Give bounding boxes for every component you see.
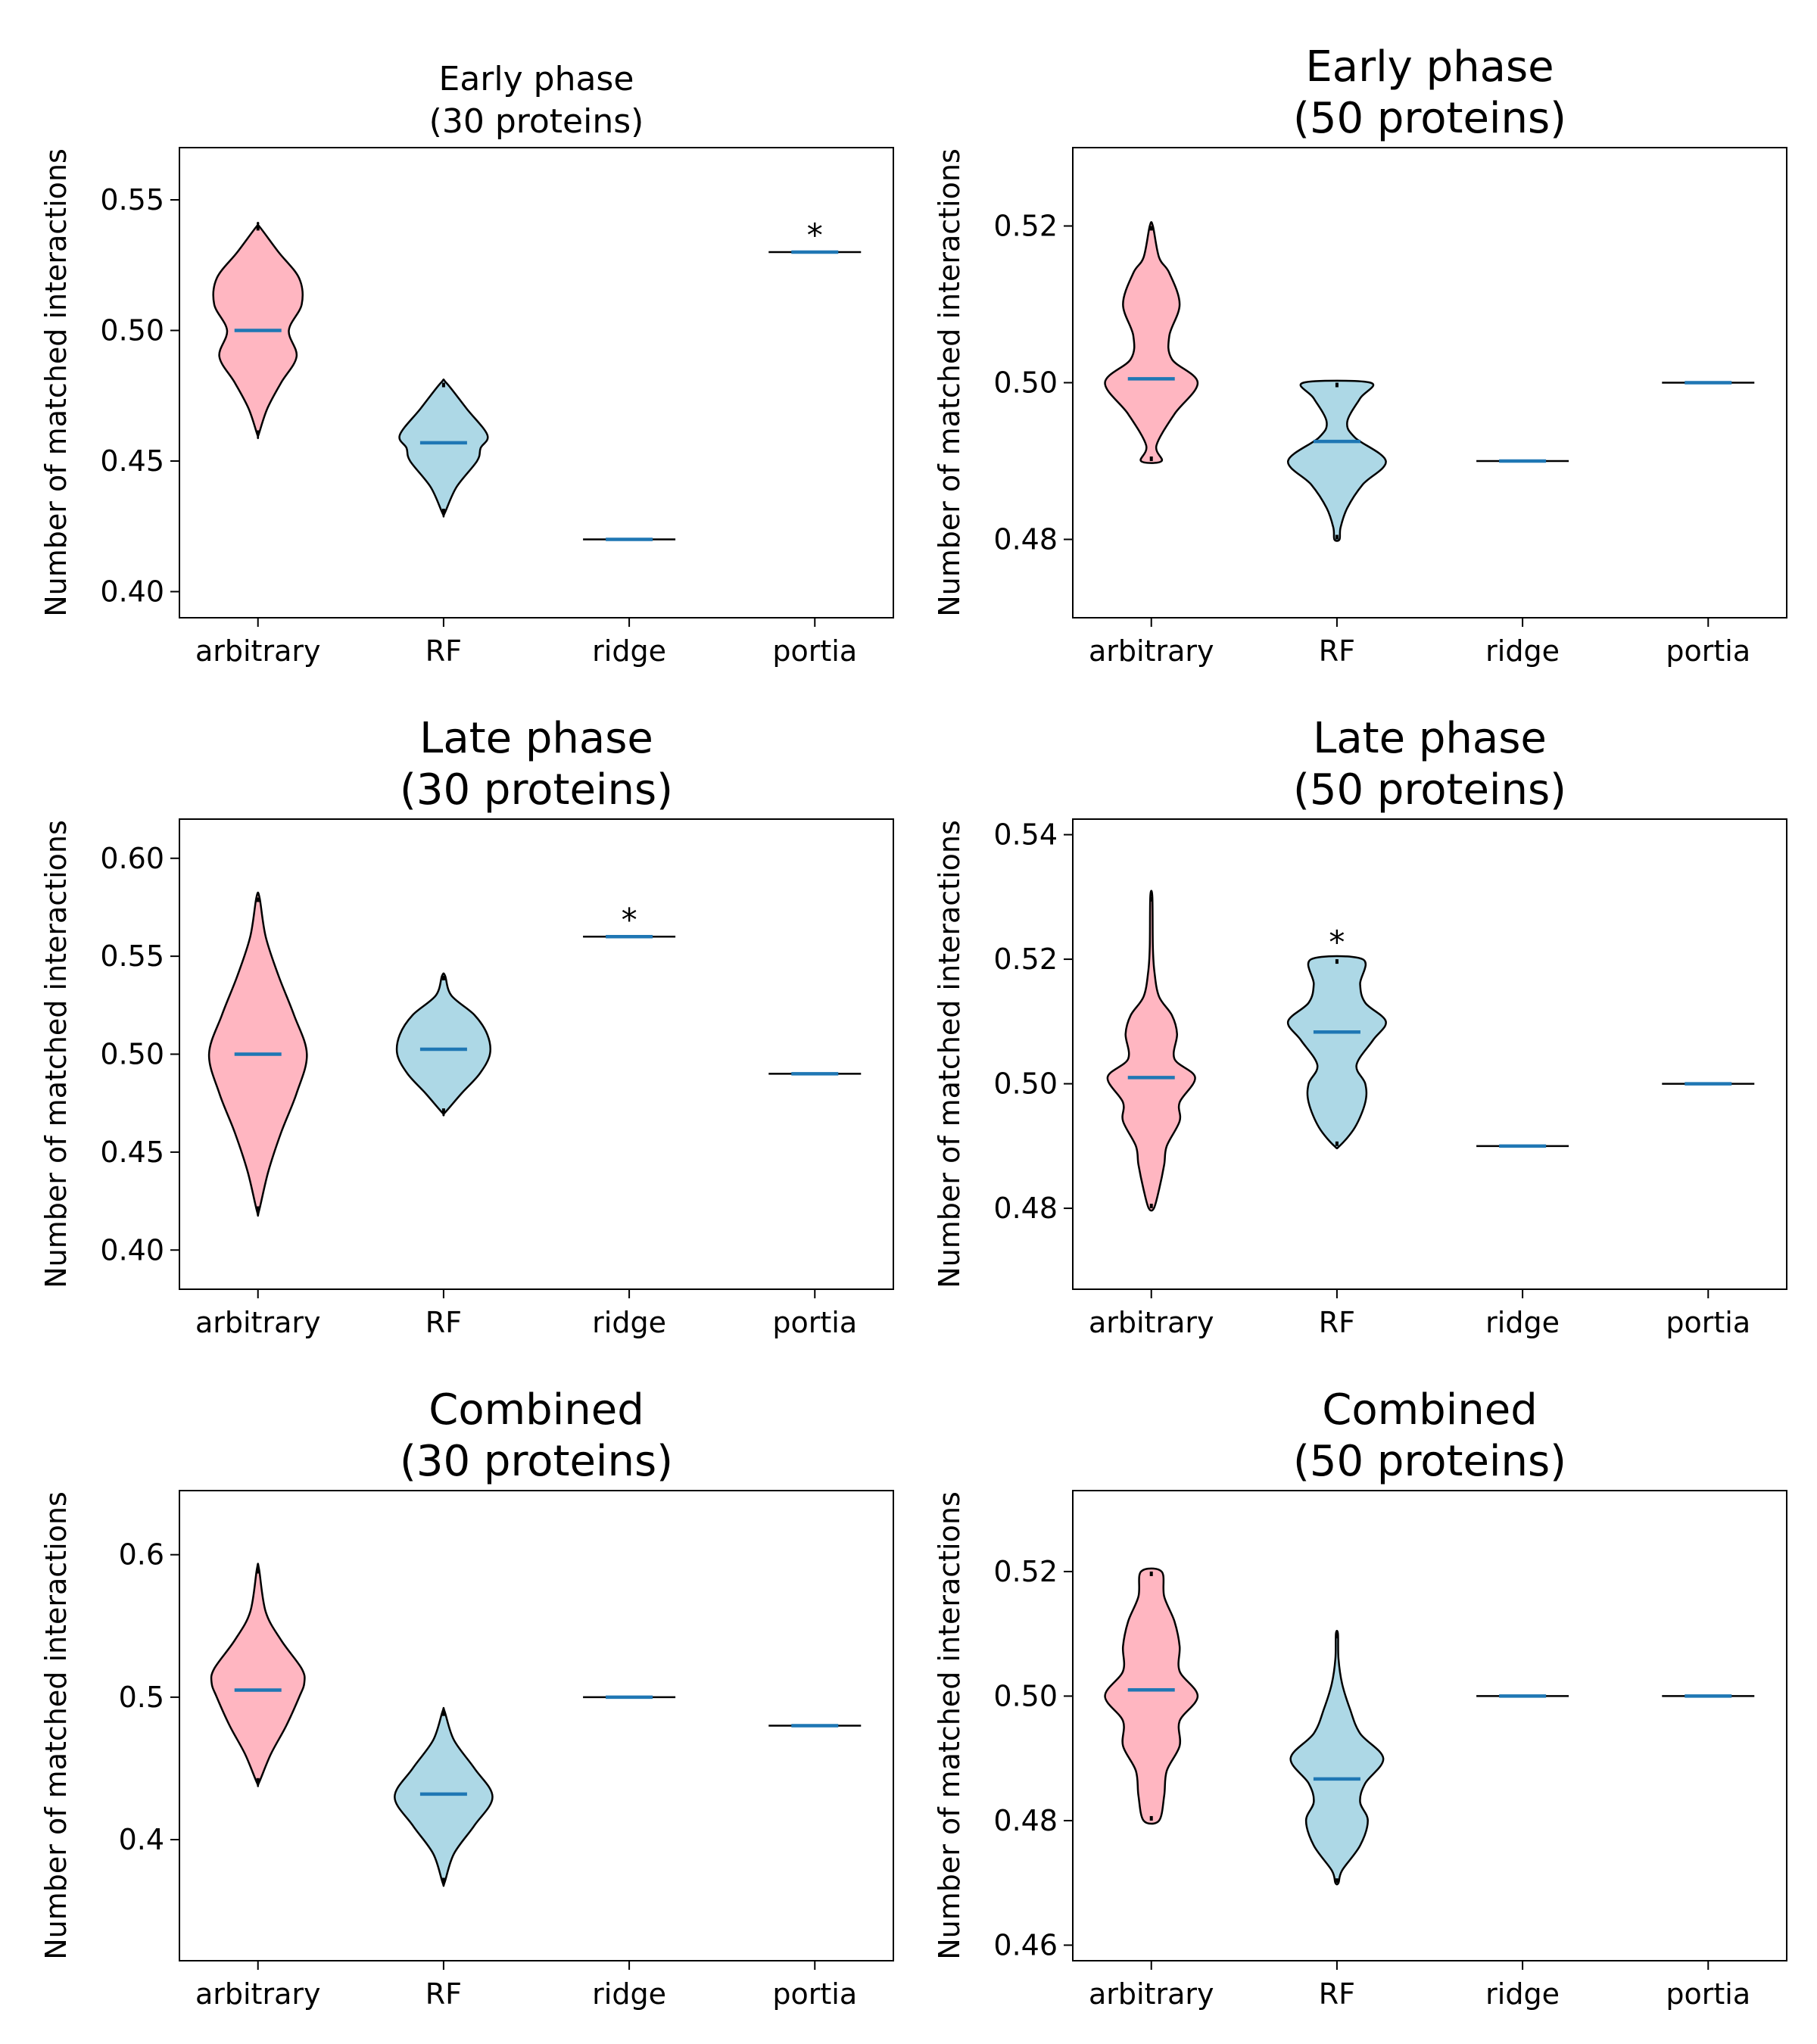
x-tick-label-arbitrary: arbitrary: [1089, 1306, 1214, 1339]
significance-marker: *: [622, 901, 637, 938]
plot-frame: [1072, 147, 1787, 618]
violin-body-rf[interactable]: [395, 972, 492, 1117]
y-tick-label: 0.50: [100, 314, 164, 347]
y-tick-label: 0.50: [100, 1038, 164, 1071]
y-tick-label: 0.48: [993, 1192, 1058, 1225]
chart-panel-2: Early phase(50 proteins) Number of matche…: [933, 42, 1787, 668]
significance-marker: *: [1329, 924, 1345, 961]
x-tick-label-arbitrary: arbitrary: [195, 1977, 321, 2011]
chart-panel-4: Late phase(50 proteins) Number of matched…: [933, 714, 1787, 1339]
plot-frame: [179, 1490, 894, 1961]
x-tick-label-portia: portia: [1666, 634, 1750, 668]
chart-title-line: (30 proteins): [429, 102, 644, 141]
x-tick-label-portia: portia: [1666, 1977, 1750, 2011]
chart-panel-5: Combined(30 proteins) Number of matched i…: [39, 1385, 894, 2011]
y-tick-label: 0.6: [119, 1538, 164, 1572]
violin-body-arbitrary[interactable]: [1106, 890, 1196, 1212]
chart-title-line: Early phase: [439, 60, 634, 98]
chart-title-line: Early phase: [1305, 42, 1554, 92]
y-axis-label: Number of matched interactions: [39, 1491, 73, 1960]
y-tick-label: 0.52: [993, 943, 1058, 976]
y-tick-label: 0.46: [993, 1928, 1058, 1961]
y-axis-label: Number of matched interactions: [39, 148, 73, 617]
y-axis-label: Number of matched interactions: [933, 820, 966, 1288]
y-tick-label: 0.45: [100, 1136, 164, 1169]
chart-title-line: Combined: [1322, 1385, 1538, 1435]
x-tick-label-ridge: ridge: [592, 1977, 666, 2011]
y-tick-label: 0.48: [993, 1804, 1058, 1837]
plot-frame: [1072, 1490, 1787, 1961]
chart-panel-1: Early phase (30 proteins) Number of matche…: [39, 60, 894, 668]
y-axis-label: Number of matched interactions: [39, 820, 73, 1288]
x-tick-label-rf: RF: [425, 1977, 462, 2011]
violin-body-rf[interactable]: [1289, 1629, 1385, 1886]
x-tick-label-rf: RF: [425, 1306, 462, 1339]
x-tick-label-portia: portia: [1666, 1306, 1750, 1339]
chart-title-line: (50 proteins): [1293, 765, 1566, 815]
violin-body-rf[interactable]: [1287, 379, 1387, 542]
x-tick-label-arbitrary: arbitrary: [195, 1306, 321, 1339]
plot-frame: [179, 147, 894, 618]
x-tick-label-rf: RF: [1319, 634, 1355, 668]
x-tick-label-arbitrary: arbitrary: [1089, 1977, 1214, 2011]
y-tick-label: 0.5: [119, 1681, 164, 1714]
x-tick-label-rf: RF: [425, 634, 462, 668]
violin-body-rf[interactable]: [398, 378, 489, 518]
y-tick-label: 0.45: [100, 444, 164, 478]
x-tick-label-ridge: ridge: [1485, 1306, 1560, 1339]
x-tick-label-portia: portia: [772, 1306, 857, 1339]
x-tick-label-ridge: ridge: [592, 1306, 666, 1339]
plot-frame: [179, 818, 894, 1290]
y-tick-label: 0.50: [993, 366, 1058, 400]
violin-body-arbitrary[interactable]: [1104, 1567, 1199, 1825]
y-tick-label: 0.50: [993, 1679, 1058, 1712]
y-tick-label: 0.40: [100, 1233, 164, 1267]
y-tick-label: 0.55: [100, 939, 164, 973]
chart-title-line: Late phase: [419, 714, 653, 763]
chart-title-line: (30 proteins): [400, 1437, 673, 1486]
x-tick-label-arbitrary: arbitrary: [195, 634, 321, 668]
y-tick-label: 0.52: [993, 210, 1058, 243]
violin-body-arbitrary[interactable]: [210, 1563, 306, 1787]
y-tick-label: 0.50: [993, 1067, 1058, 1101]
chart-title-line: (30 proteins): [400, 765, 673, 815]
violin-body-rf[interactable]: [394, 1706, 494, 1887]
y-tick-label: 0.52: [993, 1555, 1058, 1588]
x-tick-label-rf: RF: [1319, 1977, 1355, 2011]
y-axis-label: Number of matched interactions: [933, 148, 966, 617]
chart-title-line: Late phase: [1313, 714, 1547, 763]
y-tick-label: 0.54: [993, 818, 1058, 852]
chart-title-line: (50 proteins): [1293, 94, 1566, 143]
x-tick-label-portia: portia: [772, 634, 857, 668]
y-tick-label: 0.40: [100, 575, 164, 609]
y-tick-label: 0.48: [993, 523, 1058, 556]
chart-title-line: (50 proteins): [1293, 1437, 1566, 1486]
violin-body-arbitrary[interactable]: [1104, 221, 1199, 464]
x-tick-label-ridge: ridge: [1485, 1977, 1560, 2011]
significance-marker: *: [807, 217, 823, 254]
x-tick-label-portia: portia: [772, 1977, 857, 2011]
x-tick-label-rf: RF: [1319, 1306, 1355, 1339]
y-tick-label: 0.55: [100, 183, 164, 217]
y-tick-label: 0.60: [100, 842, 164, 875]
y-axis-label: Number of matched interactions: [933, 1491, 966, 1960]
violin-body-rf[interactable]: [1287, 955, 1387, 1150]
chart-panel-6: Combined(50 proteins) Number of matched i…: [933, 1385, 1787, 2011]
y-tick-label: 0.4: [119, 1823, 164, 1856]
x-tick-label-ridge: ridge: [1485, 634, 1560, 668]
x-tick-label-ridge: ridge: [592, 634, 666, 668]
x-tick-label-arbitrary: arbitrary: [1089, 634, 1214, 668]
chart-title-line: Combined: [429, 1385, 644, 1435]
plot-frame: [1072, 818, 1787, 1290]
chart-panel-3: Late phase(30 proteins) Number of matched…: [39, 714, 894, 1339]
